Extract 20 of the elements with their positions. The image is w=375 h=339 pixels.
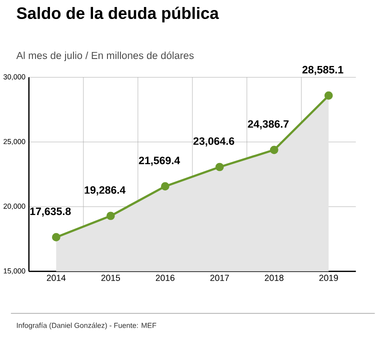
- x-tick-label: 2018: [264, 274, 284, 282]
- point: [324, 92, 333, 100]
- data-label: 21,569.4: [138, 156, 180, 166]
- point: [215, 163, 224, 172]
- point: [270, 146, 278, 154]
- x-tick-label: 2015: [101, 274, 120, 282]
- x-tick-label: 2017: [210, 274, 229, 282]
- data-label: 17,635.8: [30, 208, 71, 217]
- point: [160, 182, 170, 191]
- data-label: 19,286.4: [84, 186, 126, 196]
- chart-subtitle: Al mes de julio / En millones de dólares: [16, 52, 194, 62]
- data-label: 24,386.7: [248, 120, 289, 130]
- x-tick-label: 2016: [156, 274, 174, 282]
- point: [106, 212, 115, 220]
- data-label: 23,064.6: [193, 138, 234, 147]
- chart-title: Saldo de la deuda pública: [16, 6, 219, 23]
- point: [52, 233, 60, 242]
- x-tick-label: 2014: [46, 274, 66, 282]
- data-label: 28,585.1: [302, 66, 344, 76]
- x-tick-label: 2019: [319, 274, 338, 282]
